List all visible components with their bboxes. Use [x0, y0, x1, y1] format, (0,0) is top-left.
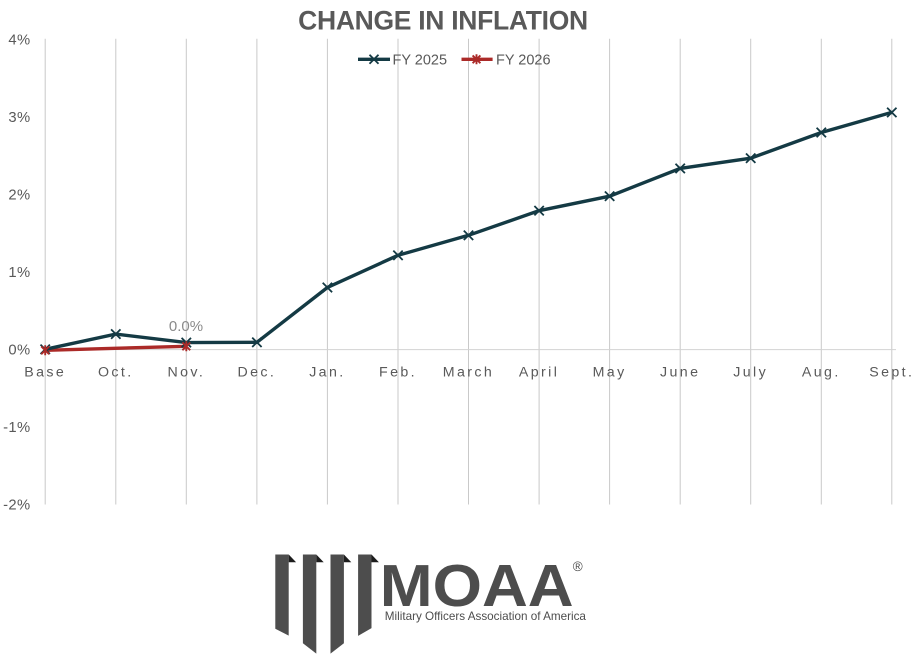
svg-text:Nov.: Nov.	[167, 365, 205, 381]
svg-text:Oct.: Oct.	[98, 365, 134, 381]
svg-text:0.0%: 0.0%	[169, 318, 203, 335]
svg-text:FY 2026: FY 2026	[496, 52, 551, 68]
svg-text:-2%: -2%	[3, 498, 31, 514]
svg-text:FY 2025: FY 2025	[393, 52, 448, 68]
svg-text:1%: 1%	[8, 265, 30, 281]
svg-text:Feb.: Feb.	[379, 365, 417, 381]
svg-text:March: March	[443, 365, 494, 381]
svg-text:-1%: -1%	[3, 420, 31, 436]
svg-text:Dec.: Dec.	[238, 365, 277, 381]
svg-text:2%: 2%	[8, 188, 30, 204]
svg-text:May: May	[593, 365, 627, 381]
svg-text:0%: 0%	[8, 343, 30, 359]
svg-text:April: April	[519, 365, 559, 381]
svg-text:MOAA: MOAA	[380, 553, 574, 620]
svg-text:Aug.: Aug.	[802, 365, 841, 381]
svg-text:4%: 4%	[8, 32, 30, 48]
svg-text:Base: Base	[24, 365, 66, 381]
svg-text:Sept.: Sept.	[869, 365, 913, 381]
svg-text:3%: 3%	[8, 110, 30, 126]
svg-text:CHANGE IN INFLATION: CHANGE IN INFLATION	[298, 6, 588, 36]
svg-text:Jan.: Jan.	[309, 365, 345, 381]
svg-text:June: June	[660, 365, 700, 381]
svg-text:®: ®	[573, 559, 583, 574]
svg-text:Military Officers Association: Military Officers Association of America	[385, 610, 587, 623]
svg-text:July: July	[733, 365, 768, 381]
